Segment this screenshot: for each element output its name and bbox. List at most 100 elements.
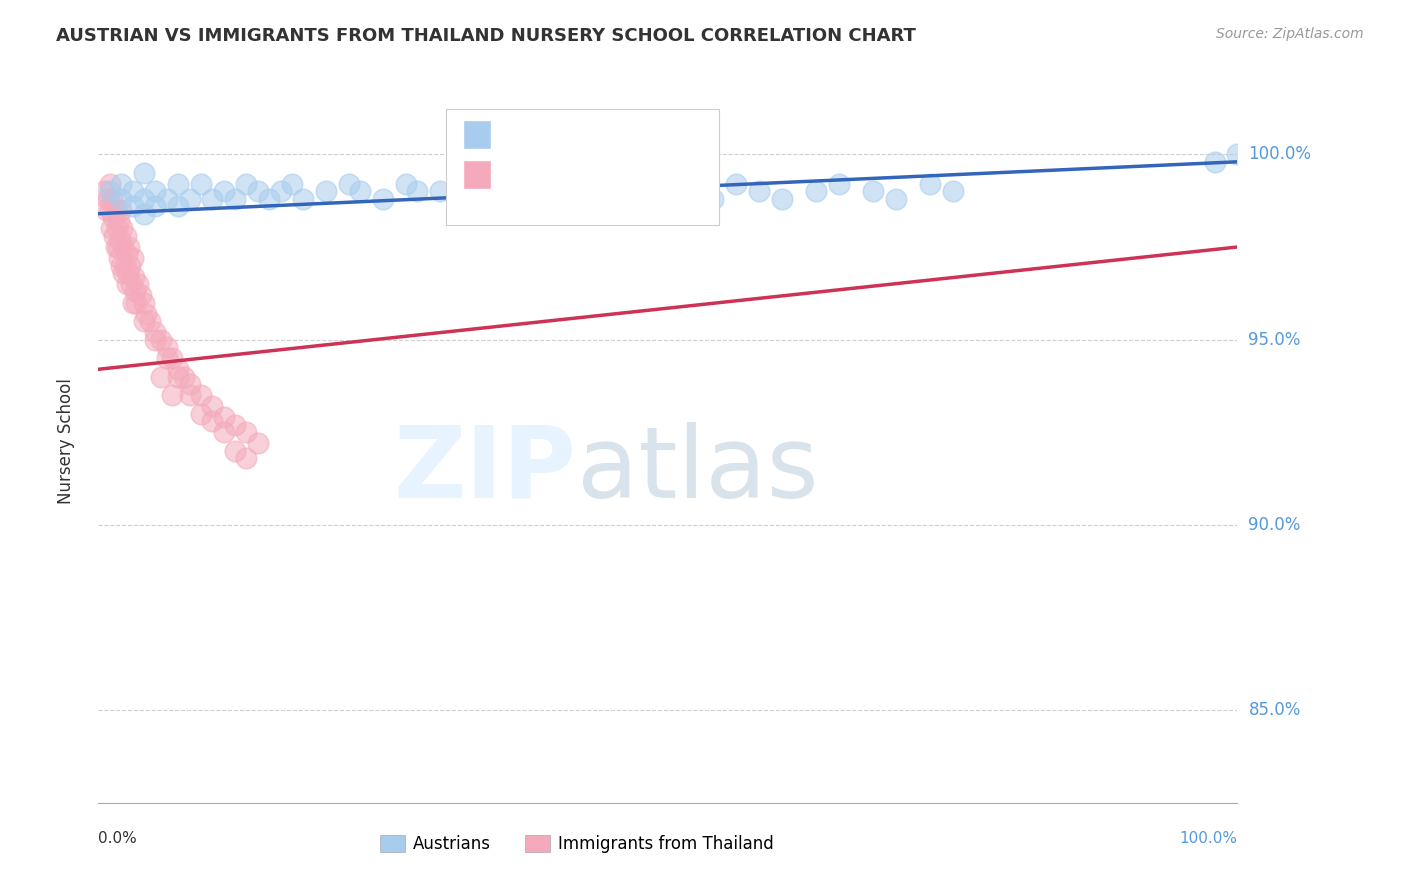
Text: 85.0%: 85.0%	[1249, 701, 1301, 719]
Point	[117, 266, 139, 280]
Point	[862, 185, 884, 199]
Point	[96, 192, 118, 206]
Point	[349, 185, 371, 199]
Text: 100.0%: 100.0%	[1180, 830, 1237, 846]
Text: 95.0%: 95.0%	[1249, 331, 1301, 349]
Point	[132, 295, 155, 310]
Point	[103, 211, 125, 225]
Point	[121, 295, 143, 310]
Point	[212, 185, 235, 199]
Text: 90.0%: 90.0%	[1249, 516, 1301, 534]
Point	[114, 259, 136, 273]
Point	[725, 177, 748, 191]
Point	[132, 166, 155, 180]
Point	[246, 185, 269, 199]
Text: R = 0.205   N = 64: R = 0.205 N = 64	[499, 164, 683, 182]
Point	[679, 185, 702, 199]
Point	[150, 369, 173, 384]
Point	[498, 192, 520, 206]
Point	[179, 192, 201, 206]
Point	[110, 177, 132, 191]
Text: AUSTRIAN VS IMMIGRANTS FROM THAILAND NURSERY SCHOOL CORRELATION CHART: AUSTRIAN VS IMMIGRANTS FROM THAILAND NUR…	[56, 27, 917, 45]
Point	[406, 185, 429, 199]
Point	[108, 214, 131, 228]
Point	[270, 185, 292, 199]
Point	[486, 185, 509, 199]
Point	[235, 425, 257, 440]
FancyBboxPatch shape	[446, 109, 718, 225]
Text: ZIP: ZIP	[394, 422, 576, 519]
Point	[292, 192, 315, 206]
Point	[315, 185, 337, 199]
Point	[770, 192, 793, 206]
Text: 100.0%: 100.0%	[1249, 145, 1312, 163]
Point	[748, 185, 770, 199]
Point	[122, 269, 145, 284]
Point	[190, 407, 212, 421]
Point	[371, 192, 394, 206]
Point	[96, 202, 118, 217]
Point	[201, 192, 224, 206]
Point	[107, 240, 129, 254]
Point	[224, 443, 246, 458]
Point	[429, 185, 451, 199]
Point	[281, 177, 304, 191]
Point	[224, 192, 246, 206]
Point	[108, 251, 131, 265]
Point	[104, 240, 127, 254]
Point	[167, 369, 190, 384]
Point	[179, 388, 201, 402]
FancyBboxPatch shape	[463, 120, 491, 149]
Point	[108, 233, 131, 247]
Point	[1226, 147, 1249, 161]
Point	[118, 240, 141, 254]
Text: Source: ZipAtlas.com: Source: ZipAtlas.com	[1216, 27, 1364, 41]
Point	[138, 314, 160, 328]
Point	[565, 192, 588, 206]
Point	[337, 177, 360, 191]
Point	[173, 369, 195, 384]
Point	[112, 266, 135, 280]
Point	[98, 185, 121, 199]
Point	[110, 202, 132, 217]
Point	[104, 202, 127, 217]
Text: R = 0.522   N = 54: R = 0.522 N = 54	[499, 124, 683, 142]
Point	[145, 333, 167, 347]
Point	[588, 177, 610, 191]
Point	[1204, 154, 1226, 169]
Point	[115, 277, 138, 291]
Point	[98, 202, 121, 217]
Point	[127, 277, 149, 291]
Point	[190, 177, 212, 191]
Point	[612, 185, 634, 199]
Point	[884, 192, 907, 206]
Point	[93, 185, 115, 199]
Point	[121, 185, 143, 199]
Point	[162, 351, 184, 366]
Point	[145, 185, 167, 199]
Point	[634, 192, 657, 206]
FancyBboxPatch shape	[463, 160, 491, 189]
Point	[100, 221, 122, 235]
Y-axis label: Nursery School: Nursery School	[56, 378, 75, 505]
Point	[110, 192, 132, 206]
Point	[98, 177, 121, 191]
Point	[224, 417, 246, 432]
Point	[121, 199, 143, 213]
Point	[101, 192, 124, 206]
Point	[828, 177, 851, 191]
Point	[162, 388, 184, 402]
Point	[451, 177, 474, 191]
Point	[235, 177, 257, 191]
Legend: Austrians, Immigrants from Thailand: Austrians, Immigrants from Thailand	[373, 828, 780, 860]
Point	[129, 288, 152, 302]
Point	[543, 185, 565, 199]
Point	[103, 228, 125, 243]
Point	[212, 410, 235, 425]
Point	[212, 425, 235, 440]
Point	[125, 295, 148, 310]
Point	[145, 325, 167, 339]
Point	[105, 221, 128, 235]
Point	[167, 177, 190, 191]
Point	[942, 185, 965, 199]
